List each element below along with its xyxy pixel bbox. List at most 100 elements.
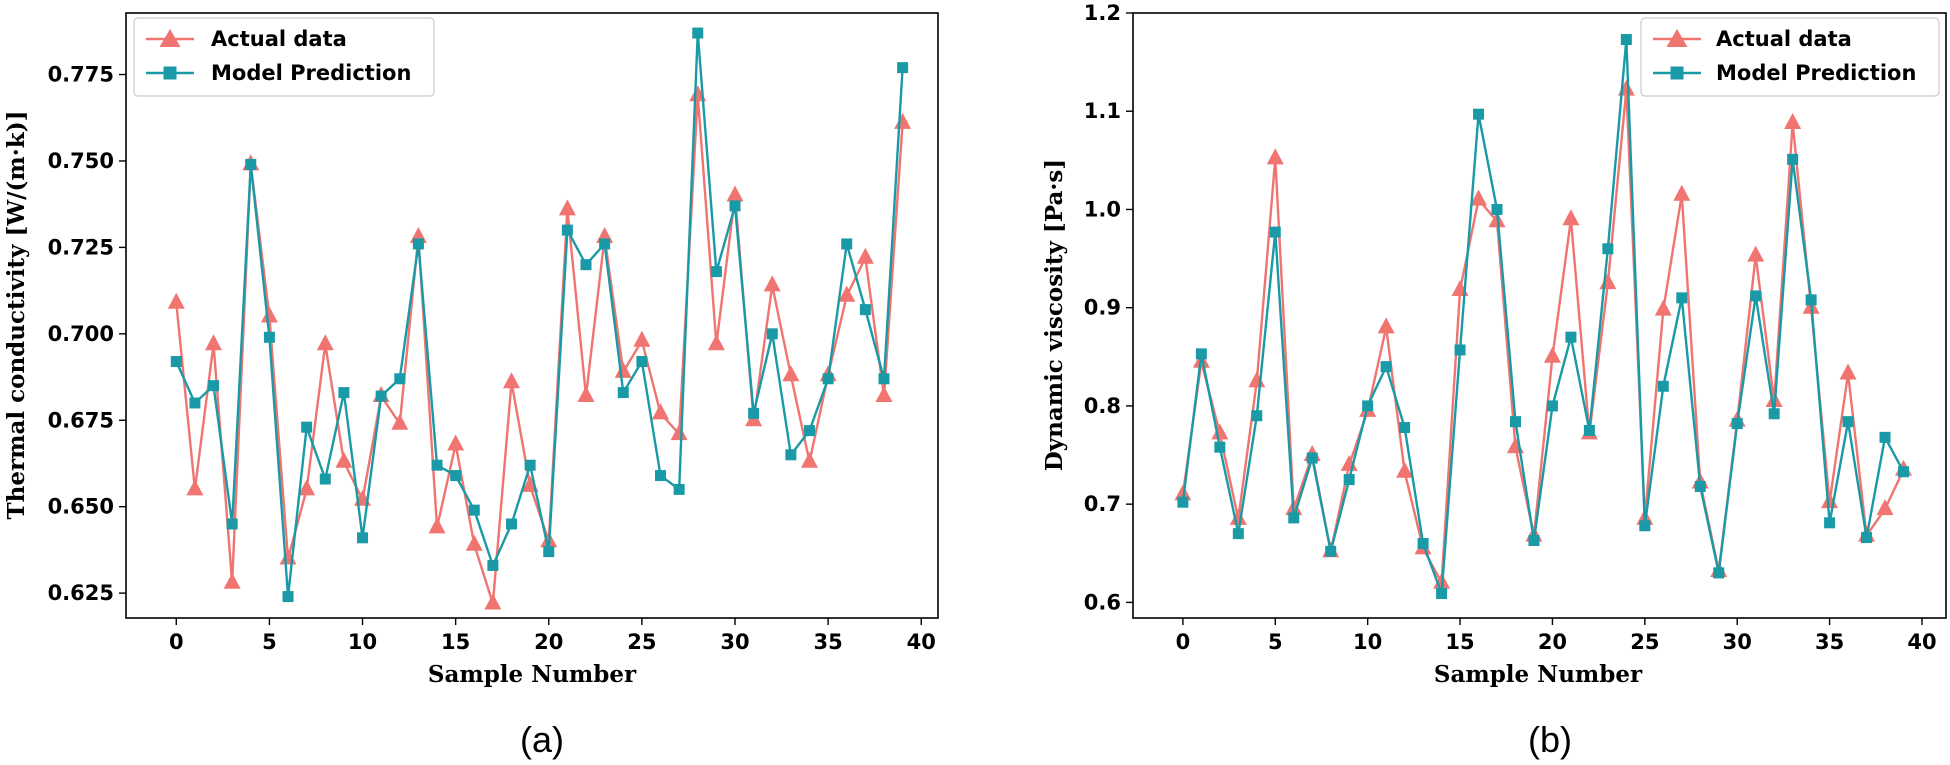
panel-b-prediction-point [1380,361,1392,373]
panel-a-ytick-label: 0.725 [48,235,114,259]
panel-b-prediction-point [1602,243,1614,255]
panel-a-xtick-label: 10 [348,630,377,654]
panel-b-ytick-label: 1.0 [1084,197,1121,221]
panel-a-prediction-point [822,373,834,385]
panel-b-prediction-point [1195,348,1207,360]
panel-a-actual-point [726,185,744,202]
panel-b-actual-point [1396,461,1414,478]
panel-a-xtick-label: 15 [441,630,470,654]
panel-a-prediction-point [748,407,760,419]
panel-b-series [1174,34,1913,600]
panel-a-actual-point [875,386,893,403]
panel-a-prediction-point [301,421,313,433]
panel-b-prediction-point [1879,431,1891,443]
panel-b-actual-point [1654,299,1672,316]
panel-a-legend: Actual data Model Prediction [133,17,435,97]
panel-b-prediction-point [1898,466,1910,478]
panel-a-actual-point [782,365,800,382]
panel-a-chart: 0 5 10 15 20 25 30 35 40 0.625 0.650 0.675 0.700 0.72… [3,12,939,760]
panel-a-prediction-point [543,546,555,558]
panel-a-legend-prediction-label: Model Prediction [211,61,411,85]
panel-a-ytick-label: 0.700 [48,322,114,346]
panel-b-ytick-label: 0.6 [1084,590,1121,614]
panel-a-prediction-point [766,328,778,340]
panel-b-prediction-point [1750,290,1762,302]
panel-a-actual-point [558,199,576,216]
panel-b-prediction-point [1399,422,1411,434]
panel-b-prediction-point [1842,416,1854,428]
panel-a-ytick-label: 0.775 [48,63,114,87]
panel-b-actual-line [1181,88,1905,584]
panel-a-actual-point [260,306,278,323]
panel-b-prediction-point [1251,410,1263,422]
panel-b-prediction-point [1232,528,1244,540]
panel-a-actual-point [205,334,223,351]
panel-b-prediction-point [1861,532,1873,544]
panel-a-actual-point [670,424,688,441]
panel-a-xtick-label: 35 [814,630,843,654]
panel-a-prediction-point [636,355,648,367]
panel-b-legend-prediction-label: Model Prediction [1716,61,1916,85]
panel-a-plot-frame [125,12,939,619]
panel-a-actual-point [633,330,651,347]
panel-a-actual-point [577,386,595,403]
panel-a-prediction-point [580,259,592,271]
panel-b-chart: 0 5 10 15 20 25 30 35 40 0.6 0.7 0.8 0.9 1.0 1.1 1.2 Ac… [1041,1,1947,760]
panel-a-ytick-label: 0.750 [48,149,114,173]
panel-b-xtick-label: 10 [1353,630,1382,654]
panel-b-actual-point [1876,499,1894,516]
panel-b-prediction-line [1181,38,1905,595]
panel-b-prediction-point [1805,294,1817,306]
panel-a-prediction-point [506,518,518,530]
panel-a-prediction-point [468,504,480,516]
panel-b-xtick-label: 0 [1176,630,1191,654]
panel-b-actual-point [1174,484,1192,501]
panel-b-prediction-point [1583,424,1595,436]
panel-b-legend-prediction-marker [1670,66,1684,80]
panel-a-actual-point [614,361,632,378]
panel-b-actual-point [1229,508,1247,525]
panel-a-actual-point [223,572,241,589]
panel-a-prediction-point [710,266,722,278]
panel-a-prediction-point [412,238,424,250]
panel-a-prediction-line [175,31,904,598]
panel-b-prediction-point [1454,344,1466,356]
panel-b-legend-actual-label: Actual data [1716,27,1852,51]
panel-a-prediction-point [319,473,331,485]
panel-b-xtick-label: 35 [1815,630,1844,654]
panel-b-xtick-label: 20 [1538,630,1567,654]
panel-b-prediction-point [1491,203,1503,215]
panel-a-prediction-point [226,518,238,530]
panel-b-prediction-point [1473,108,1485,120]
panel-b-ytick-label: 0.9 [1084,296,1121,320]
panel-a-actual-point [800,451,818,468]
panel-b-prediction-point [1768,408,1780,420]
panel-b-prediction-point [1343,474,1355,486]
panel-a-actual-point [484,593,502,610]
panel-a-xtick-label: 25 [627,630,656,654]
panel-a-ytick-label: 0.650 [48,495,114,519]
panel-b-ytick-label: 0.8 [1084,394,1121,418]
panel-a-prediction-point [841,238,853,250]
panel-b-actual-point [1377,317,1395,334]
panel-a-prediction-point [692,27,704,39]
panel-b-prediction-point [1306,452,1318,464]
panel-b-prediction-point [1546,400,1558,412]
panel-a-prediction-point [170,355,182,367]
panel-b-caption: (b) [1528,719,1572,760]
panel-a-actual-point [298,479,316,496]
panel-b-legend-actual-marker [1666,29,1688,47]
panel-b-actual-point [1839,363,1857,380]
panel-b-prediction-point [1288,512,1300,524]
panel-a-prediction-point [282,591,294,603]
panel-a-prediction-point [245,158,257,170]
panel-a-actual-point [186,479,204,496]
panel-b-actual-point [1673,184,1691,201]
panel-a-ticks: 0 5 10 15 20 25 30 35 40 0.625 0.650 0.675 0.700 0.72… [48,63,936,654]
panel-a-prediction-point [487,559,499,571]
panel-a-legend-box [133,17,435,97]
panel-a-prediction-point [785,449,797,461]
panel-a-prediction-point [859,304,871,316]
panel-a-xtick-label: 40 [907,630,936,654]
